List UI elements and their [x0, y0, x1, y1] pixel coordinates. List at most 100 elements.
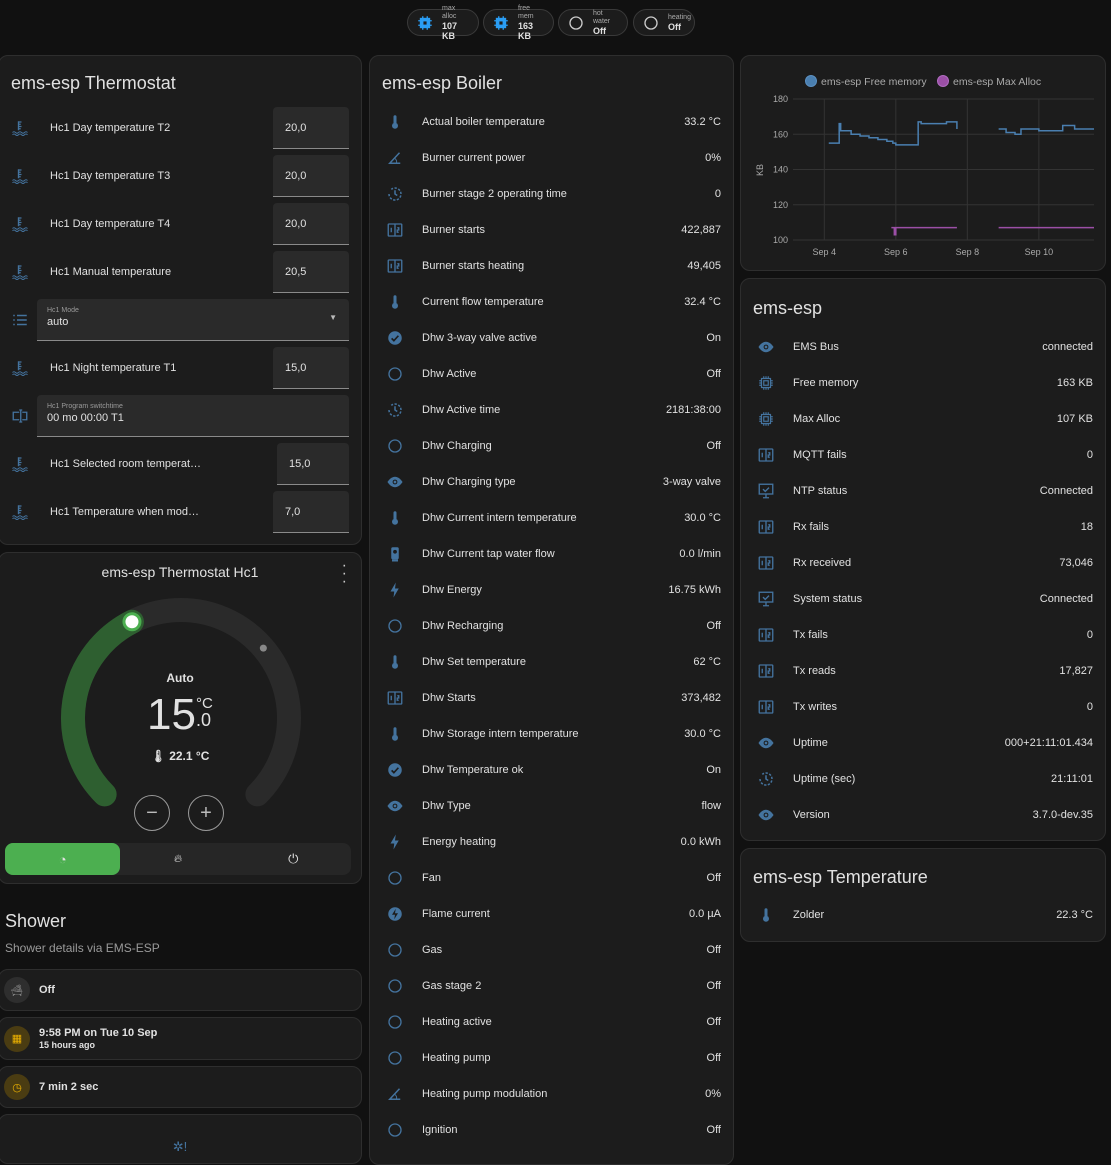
temperature-dial[interactable]: [0, 553, 362, 884]
entity-row[interactable]: MQTT fails 0: [757, 437, 1093, 473]
mode-off-button[interactable]: ⏻: [236, 843, 351, 875]
entity-row[interactable]: Dhw Temperature ok On: [386, 752, 721, 788]
entity-row[interactable]: Energy heating 0.0 kWh: [386, 824, 721, 860]
text-input[interactable]: Hc1 Program switchtime 00 mo 00:00 T1: [37, 395, 349, 437]
entity-row[interactable]: Actual boiler temperature 33.2 °C: [386, 104, 721, 140]
entity-row[interactable]: Dhw Set temperature 62 °C: [386, 644, 721, 680]
entity-row[interactable]: EMS Bus connected: [757, 329, 1093, 365]
more-options-icon[interactable]: · · ·: [341, 557, 347, 590]
entity-row[interactable]: Uptime (sec) 21:11:01: [757, 761, 1093, 797]
entity-row[interactable]: Dhw Type flow: [386, 788, 721, 824]
entity-row[interactable]: Rx fails 18: [757, 509, 1093, 545]
number-input[interactable]: 15,0: [273, 347, 349, 389]
entity-value: 3-way valve: [662, 476, 721, 488]
eye-icon: [757, 338, 775, 356]
mode-auto-button[interactable]: ◔: [5, 843, 121, 875]
legend-swatch[interactable]: [937, 75, 949, 87]
entity-row[interactable]: Uptime 000+21:11:01.434: [757, 725, 1093, 761]
entity-row[interactable]: Dhw Current intern temperature 30.0 °C: [386, 500, 721, 536]
entity-value: 0%: [705, 152, 721, 164]
number-input[interactable]: 20,5: [273, 251, 349, 293]
entity-row[interactable]: Heating pump Off: [386, 1040, 721, 1076]
thermometer-icon: [386, 113, 404, 131]
number-input[interactable]: 20,0: [273, 203, 349, 245]
entity-row[interactable]: Current flow temperature 32.4 °C: [386, 284, 721, 320]
number-input[interactable]: 7,0: [273, 491, 349, 533]
entity-name: Dhw Recharging: [422, 620, 504, 632]
chip-hot-water[interactable]: hot water Off: [558, 9, 628, 36]
shower-extra-tile[interactable]: ✲!: [0, 1114, 362, 1164]
shower-duration-tile[interactable]: ◷ 7 min 2 sec: [0, 1066, 362, 1108]
entity-row[interactable]: Rx received 73,046: [757, 545, 1093, 581]
entity-row[interactable]: Burner starts heating 49,405: [386, 248, 721, 284]
entity-row[interactable]: Heating active Off: [386, 1004, 721, 1040]
decrease-button[interactable]: −: [134, 795, 170, 831]
number-input[interactable]: 15,0: [277, 443, 349, 485]
legend-label[interactable]: ems-esp Free memory: [821, 76, 927, 88]
target-unit: °C: [195, 695, 213, 712]
chip-heating[interactable]: heating Off: [633, 9, 695, 36]
entity-name: Tx writes: [793, 701, 837, 713]
thermostat-hc1-card: ems-esp Thermostat Hc1 · · · Auto 15 °C .0 …: [0, 552, 362, 884]
legend-swatch[interactable]: [805, 75, 817, 87]
entity-name: Heating active: [422, 1016, 492, 1028]
entity-row[interactable]: Dhw Current tap water flow 0.0 l/min: [386, 536, 721, 572]
counter-icon: [386, 221, 404, 239]
entity-row[interactable]: Max Alloc 107 KB: [757, 401, 1093, 437]
entity-name: Hc1 Selected room temperat…: [50, 458, 202, 470]
chip-value: 163 KB: [518, 20, 534, 41]
entity-row[interactable]: Dhw Recharging Off: [386, 608, 721, 644]
chip-free-mem[interactable]: free mem 163 KB: [483, 5, 554, 41]
entity-name: Ignition: [422, 1124, 458, 1136]
entity-value: 22.3 °C: [1056, 909, 1093, 921]
entity-row[interactable]: Dhw Charging type 3-way valve: [386, 464, 721, 500]
increase-button[interactable]: +: [188, 795, 224, 831]
entity-row[interactable]: Zolder 22.3 °C: [757, 897, 1093, 933]
entity-row[interactable]: Tx fails 0: [757, 617, 1093, 653]
entity-row[interactable]: Fan Off: [386, 860, 721, 896]
entity-row[interactable]: NTP status Connected: [757, 473, 1093, 509]
entity-row[interactable]: Dhw Energy 16.75 kWh: [386, 572, 721, 608]
number-input[interactable]: 20,0: [273, 155, 349, 197]
entity-row[interactable]: Burner current power 0%: [386, 140, 721, 176]
entity-row[interactable]: Dhw Storage intern temperature 30.0 °C: [386, 716, 721, 752]
field-value: auto: [47, 316, 69, 328]
entity-row[interactable]: Flame current 0.0 µA: [386, 896, 721, 932]
chip-max-alloc[interactable]: max alloc 107 KB: [407, 5, 479, 41]
entity-value: 30.0 °C: [684, 728, 721, 740]
entity-row[interactable]: Dhw Active Off: [386, 356, 721, 392]
entity-name: Hc1 Day temperature T2: [50, 122, 171, 134]
entity-row[interactable]: Heating pump modulation 0%: [386, 1076, 721, 1112]
entity-row[interactable]: Ignition Off: [386, 1112, 721, 1148]
entity-value: flow: [701, 800, 721, 812]
entity-row[interactable]: Dhw 3-way valve active On: [386, 320, 721, 356]
mode-heat-button[interactable]: 🔥︎: [120, 843, 235, 875]
number-input[interactable]: 20,0: [273, 107, 349, 149]
entity-name: Dhw Set temperature: [422, 656, 526, 668]
entity-row[interactable]: System status Connected: [757, 581, 1093, 617]
entity-value: 107 KB: [1056, 413, 1093, 425]
entity-name: Tx fails: [793, 629, 828, 641]
chip-icon: [492, 14, 510, 32]
entity-value: 0: [1086, 701, 1093, 713]
entity-row[interactable]: Burner stage 2 operating time 0: [386, 176, 721, 212]
thermometer-icon: [757, 906, 775, 924]
entity-row[interactable]: Version 3.7.0-dev.35: [757, 797, 1093, 833]
entity-row[interactable]: Gas stage 2 Off: [386, 968, 721, 1004]
entity-row[interactable]: Tx reads 17,827: [757, 653, 1093, 689]
series-line-1: [891, 226, 957, 236]
shower-last-tile[interactable]: ▦ 9:58 PM on Tue 10 Sep 15 hours ago: [0, 1017, 362, 1060]
entity-row[interactable]: Burner starts 422,887: [386, 212, 721, 248]
mode-select[interactable]: Hc1 Mode auto ▼: [37, 299, 349, 341]
y-tick-label: 140: [773, 165, 788, 175]
entity-row[interactable]: Dhw Charging Off: [386, 428, 721, 464]
shower-state-tile[interactable]: 🛁︎ Off: [0, 969, 362, 1011]
entity-row[interactable]: Gas Off: [386, 932, 721, 968]
memory-chart[interactable]: 100 120 140 160 180 Sep 4 Sep 6 Sep 8 Sep 10 KB em…: [741, 56, 1106, 271]
entity-value: 0.0 l/min: [679, 548, 721, 560]
legend-label[interactable]: ems-esp Max Alloc: [953, 76, 1041, 88]
entity-row[interactable]: Tx writes 0: [757, 689, 1093, 725]
entity-row[interactable]: Free memory 163 KB: [757, 365, 1093, 401]
entity-row[interactable]: Dhw Active time 2181:38:00: [386, 392, 721, 428]
entity-row[interactable]: Dhw Starts 373,482: [386, 680, 721, 716]
